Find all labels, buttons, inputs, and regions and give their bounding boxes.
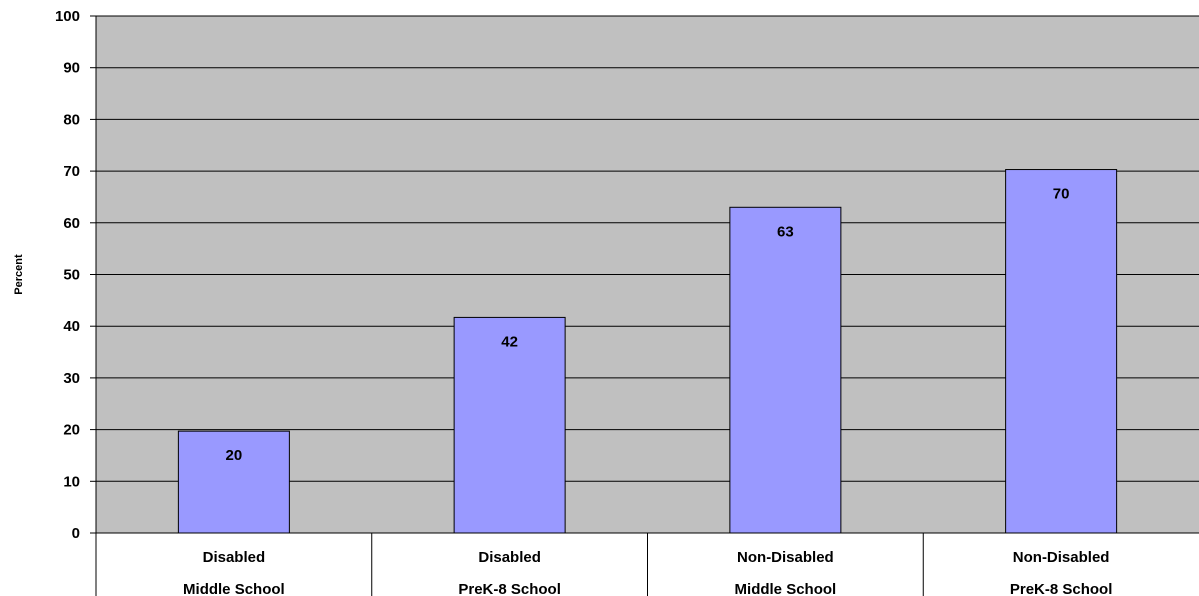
bar — [177, 430, 290, 534]
y-axis-ticks: 0 10 20 30 40 50 60 70 80 90 100 — [55, 8, 96, 542]
x-category-label: Non-Disabled — [737, 549, 834, 566]
y-tick-label: 80 — [63, 111, 80, 128]
y-tick-label: 100 — [55, 8, 80, 25]
bar — [453, 316, 566, 534]
gridlines — [96, 15, 1199, 534]
y-tick-label: 30 — [63, 370, 80, 387]
x-category-label: PreK-8 School — [1010, 581, 1113, 596]
x-category-label: Disabled — [203, 549, 266, 566]
x-category-label: Middle School — [735, 581, 837, 596]
y-tick-label: 60 — [63, 215, 80, 232]
y-axis-title: Percent — [13, 254, 25, 295]
y-tick-label: 70 — [63, 163, 80, 180]
data-labels: 20 42 63 70 — [226, 186, 1070, 465]
y-tick-label: 50 — [63, 267, 80, 284]
x-category-label: PreK-8 School — [458, 581, 561, 596]
data-label: 42 — [501, 333, 518, 350]
data-label: 63 — [777, 223, 794, 240]
bars — [96, 169, 1199, 534]
bar — [1005, 169, 1118, 534]
x-category-label: Disabled — [478, 549, 541, 566]
y-tick-label: 10 — [63, 473, 80, 490]
y-tick-label: 90 — [63, 60, 80, 77]
bar — [729, 206, 842, 534]
x-axis-categories: Disabled Middle School Disabled PreK-8 Scho… — [183, 533, 1112, 596]
y-tick-label: 40 — [63, 318, 80, 335]
x-category-label: Middle School — [183, 581, 285, 596]
y-tick-label: 0 — [72, 525, 80, 542]
y-tick-label: 20 — [63, 422, 80, 439]
data-label: 70 — [1053, 186, 1070, 203]
x-category-label: Non-Disabled — [1013, 549, 1110, 566]
data-label: 20 — [226, 447, 243, 464]
